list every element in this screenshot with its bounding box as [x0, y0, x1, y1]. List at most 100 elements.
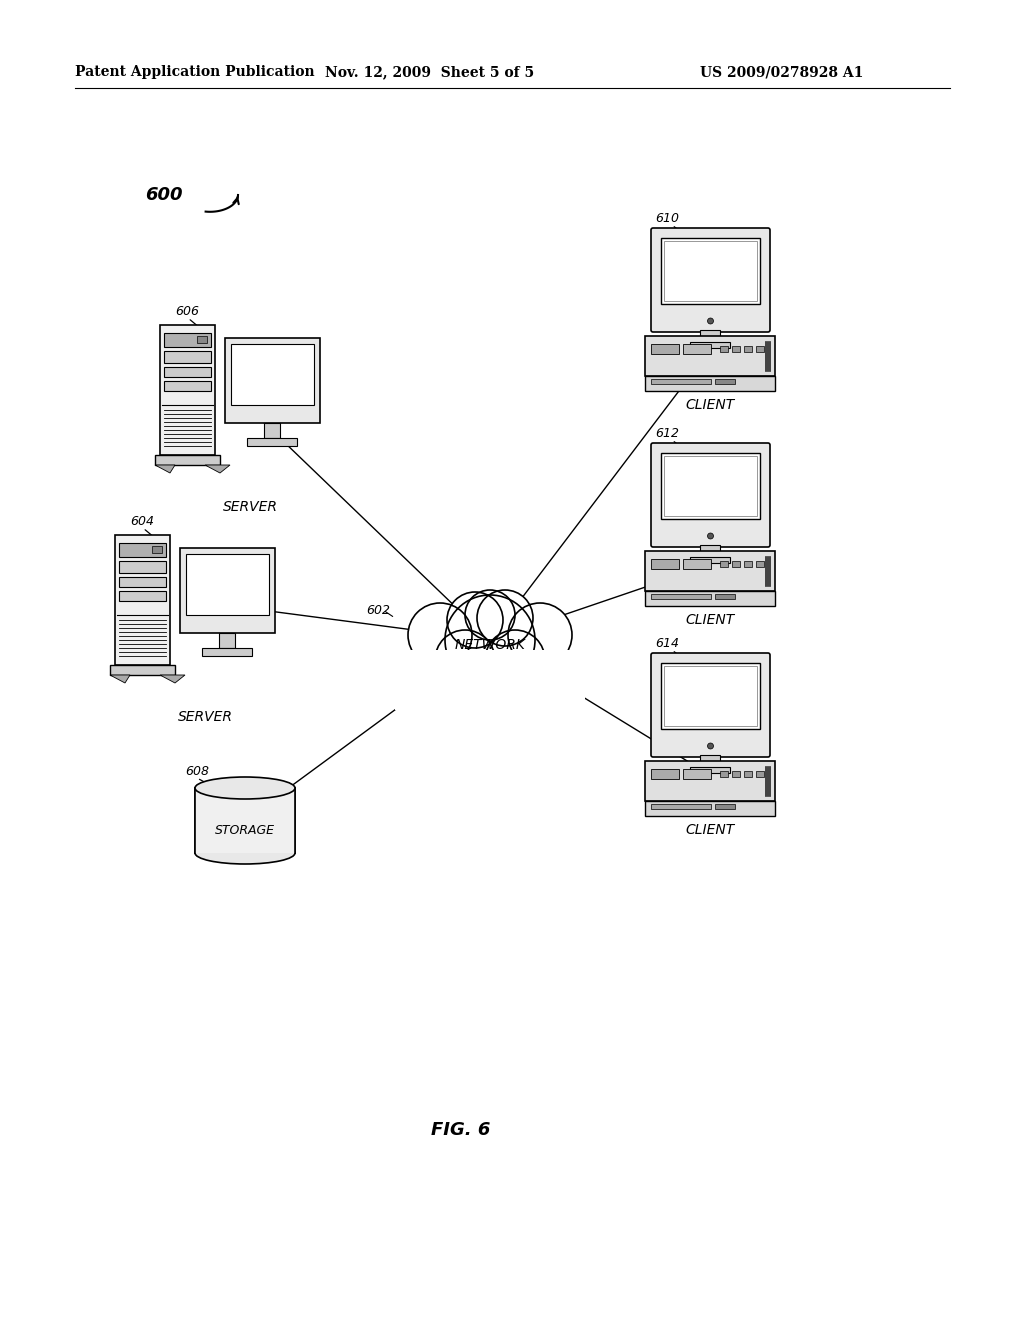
FancyBboxPatch shape	[744, 561, 752, 568]
FancyBboxPatch shape	[651, 345, 679, 354]
Text: 610: 610	[655, 213, 679, 224]
Text: FIG. 6: FIG. 6	[431, 1121, 490, 1139]
FancyBboxPatch shape	[645, 376, 775, 391]
FancyBboxPatch shape	[651, 594, 711, 599]
Circle shape	[708, 533, 714, 539]
FancyBboxPatch shape	[645, 762, 775, 801]
Text: 612: 612	[655, 426, 679, 440]
FancyBboxPatch shape	[651, 770, 679, 779]
Text: Patent Application Publication: Patent Application Publication	[75, 65, 314, 79]
FancyBboxPatch shape	[744, 346, 752, 352]
FancyBboxPatch shape	[164, 381, 211, 391]
FancyBboxPatch shape	[744, 771, 752, 777]
FancyBboxPatch shape	[690, 342, 730, 348]
Circle shape	[508, 603, 572, 667]
FancyBboxPatch shape	[164, 351, 211, 363]
FancyBboxPatch shape	[756, 346, 764, 352]
Circle shape	[408, 603, 472, 667]
Text: CLIENT: CLIENT	[685, 822, 734, 837]
Polygon shape	[160, 675, 185, 682]
FancyBboxPatch shape	[110, 665, 175, 675]
FancyBboxPatch shape	[164, 333, 211, 347]
FancyBboxPatch shape	[700, 755, 720, 767]
FancyBboxPatch shape	[231, 345, 314, 405]
Text: 600: 600	[145, 186, 182, 205]
FancyBboxPatch shape	[202, 648, 252, 656]
Text: 608: 608	[185, 766, 209, 777]
FancyBboxPatch shape	[645, 591, 775, 606]
FancyBboxPatch shape	[683, 558, 711, 569]
FancyBboxPatch shape	[690, 767, 730, 774]
FancyBboxPatch shape	[225, 338, 319, 422]
Ellipse shape	[195, 777, 295, 799]
FancyBboxPatch shape	[186, 554, 269, 615]
FancyBboxPatch shape	[197, 337, 207, 343]
Circle shape	[465, 590, 515, 640]
FancyBboxPatch shape	[160, 325, 215, 455]
FancyBboxPatch shape	[645, 801, 775, 816]
FancyBboxPatch shape	[180, 548, 275, 634]
FancyBboxPatch shape	[662, 238, 760, 304]
Text: 602: 602	[366, 603, 390, 616]
FancyBboxPatch shape	[664, 667, 757, 726]
Text: SERVER: SERVER	[222, 500, 278, 513]
FancyBboxPatch shape	[195, 788, 295, 853]
Ellipse shape	[195, 842, 295, 865]
Polygon shape	[110, 675, 130, 682]
FancyBboxPatch shape	[662, 453, 760, 519]
FancyBboxPatch shape	[690, 557, 730, 564]
FancyBboxPatch shape	[219, 634, 234, 648]
FancyBboxPatch shape	[756, 771, 764, 777]
FancyBboxPatch shape	[651, 444, 770, 546]
FancyBboxPatch shape	[115, 535, 170, 665]
FancyBboxPatch shape	[664, 242, 757, 301]
FancyBboxPatch shape	[732, 561, 740, 568]
FancyBboxPatch shape	[164, 367, 211, 378]
Polygon shape	[155, 465, 175, 473]
Text: SERVER: SERVER	[177, 710, 232, 723]
Text: CLIENT: CLIENT	[685, 399, 734, 412]
FancyBboxPatch shape	[756, 561, 764, 568]
FancyBboxPatch shape	[683, 770, 711, 779]
Text: 606: 606	[175, 305, 199, 318]
FancyBboxPatch shape	[720, 771, 728, 777]
Circle shape	[435, 630, 495, 690]
Circle shape	[708, 743, 714, 748]
Text: US 2009/0278928 A1: US 2009/0278928 A1	[700, 65, 863, 79]
FancyBboxPatch shape	[119, 591, 166, 601]
Circle shape	[485, 630, 545, 690]
Circle shape	[477, 590, 534, 645]
FancyBboxPatch shape	[651, 228, 770, 333]
FancyBboxPatch shape	[651, 558, 679, 569]
FancyBboxPatch shape	[645, 337, 775, 376]
FancyBboxPatch shape	[732, 771, 740, 777]
FancyBboxPatch shape	[155, 455, 220, 465]
FancyBboxPatch shape	[119, 577, 166, 587]
FancyBboxPatch shape	[720, 561, 728, 568]
FancyBboxPatch shape	[715, 594, 735, 599]
FancyBboxPatch shape	[264, 422, 280, 438]
FancyBboxPatch shape	[664, 455, 757, 516]
FancyBboxPatch shape	[732, 346, 740, 352]
FancyBboxPatch shape	[119, 543, 166, 557]
FancyBboxPatch shape	[720, 346, 728, 352]
FancyBboxPatch shape	[152, 546, 162, 553]
FancyBboxPatch shape	[715, 804, 735, 809]
Text: NETWORK: NETWORK	[455, 638, 525, 652]
Polygon shape	[205, 465, 230, 473]
Text: CLIENT: CLIENT	[685, 612, 734, 627]
Circle shape	[708, 318, 714, 323]
FancyBboxPatch shape	[195, 788, 295, 853]
FancyBboxPatch shape	[651, 379, 711, 384]
FancyBboxPatch shape	[700, 545, 720, 557]
Text: STORAGE: STORAGE	[215, 824, 275, 837]
FancyBboxPatch shape	[683, 345, 711, 354]
FancyBboxPatch shape	[651, 804, 711, 809]
Text: 614: 614	[655, 638, 679, 649]
FancyBboxPatch shape	[662, 663, 760, 729]
FancyBboxPatch shape	[700, 330, 720, 342]
Circle shape	[445, 595, 535, 685]
Text: Nov. 12, 2009  Sheet 5 of 5: Nov. 12, 2009 Sheet 5 of 5	[326, 65, 535, 79]
Circle shape	[447, 591, 503, 648]
FancyBboxPatch shape	[715, 379, 735, 384]
